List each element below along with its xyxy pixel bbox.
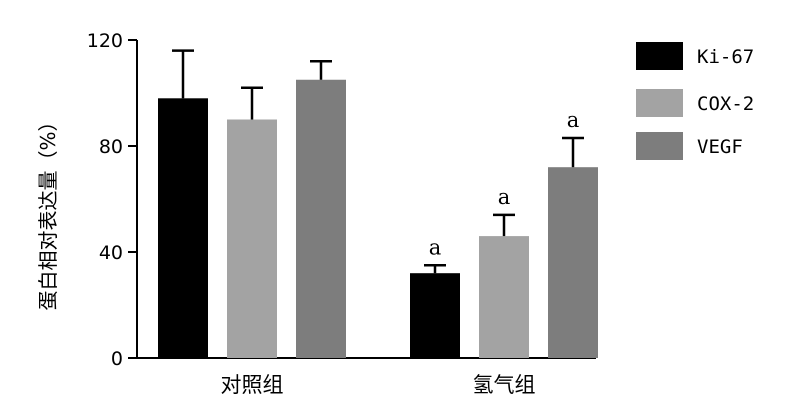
y-axis-label: 蛋白相对表达量（%） — [36, 111, 60, 310]
bar-cox-2-1 — [479, 236, 529, 358]
bar-vegf-0 — [296, 79, 346, 358]
significance-label: a — [567, 108, 580, 132]
legend: Ki-67 COX-2 VEGF — [636, 42, 754, 160]
significance-label: a — [498, 185, 511, 209]
y-tick-label: 80 — [99, 136, 123, 158]
significance-label: a — [429, 235, 442, 259]
y-tick-label: 0 — [111, 348, 123, 370]
y-axis-label-group: 蛋白相对表达量（%） — [36, 111, 60, 310]
x-category-label: 氢气组 — [473, 373, 536, 397]
legend-label: VEGF — [697, 136, 743, 158]
bars: 对照组 a a a 氢气组 — [158, 49, 598, 397]
y-tick-label: 120 — [87, 30, 123, 52]
legend-label: COX-2 — [697, 93, 754, 115]
bar-vegf-1 — [548, 167, 598, 358]
legend-swatch — [636, 89, 683, 117]
bar-cox-2-0 — [227, 119, 277, 358]
legend-swatch — [636, 42, 683, 70]
y-tick-label: 40 — [99, 242, 123, 264]
x-category-label: 对照组 — [221, 373, 284, 397]
bar-ki-67-0 — [158, 98, 208, 359]
legend-label: Ki-67 — [697, 46, 754, 68]
bar-ki-67-1 — [410, 273, 460, 358]
legend-swatch — [636, 132, 683, 160]
